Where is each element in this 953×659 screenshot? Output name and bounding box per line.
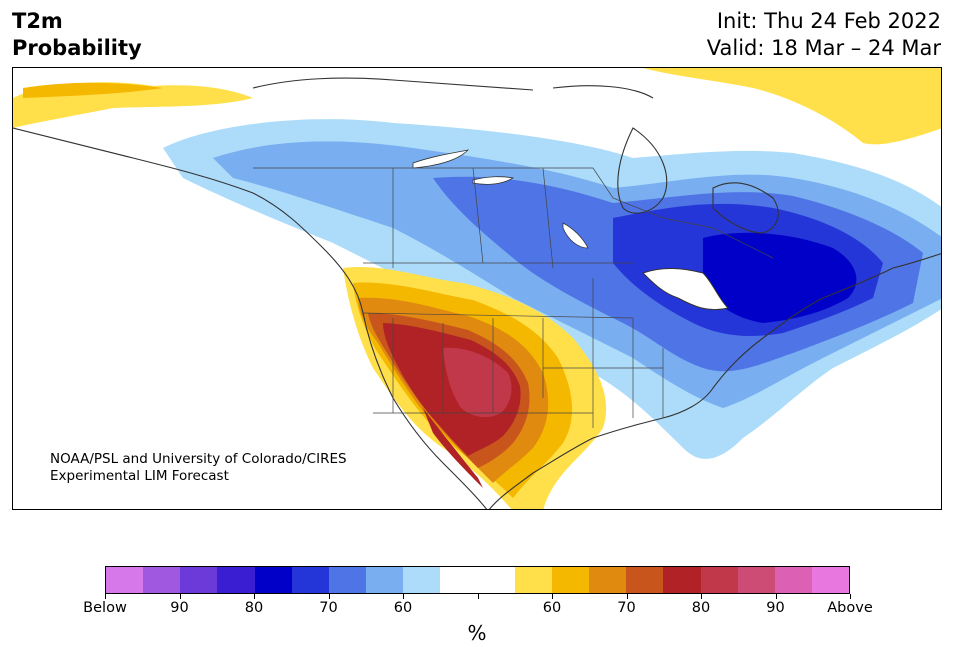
colorbar [105, 566, 850, 594]
colorbar-tick-label: 80 [691, 600, 711, 616]
colorbar-tick-label: 90 [766, 600, 785, 616]
map-title: T2m Probability [12, 8, 142, 62]
colorbar-tick [105, 594, 106, 599]
colorbar-segment [403, 567, 441, 593]
colorbar-segment [254, 567, 292, 593]
colorbar-segment [700, 567, 738, 593]
title-line-1: T2m [12, 9, 63, 33]
great-slave-lake [472, 176, 515, 185]
colorbar-tick-label: Below [83, 600, 127, 616]
colorbar-segment [217, 567, 255, 593]
colorbar-segment [663, 567, 701, 593]
date-info: Init: Thu 24 Feb 2022 Valid: 18 Mar – 24… [707, 8, 941, 62]
init-date: Init: Thu 24 Feb 2022 [716, 9, 941, 33]
credit-text: NOAA/PSL and University of Colorado/CIRE… [50, 451, 347, 485]
colorbar-segment [328, 567, 367, 593]
colorbar-tick [701, 594, 702, 599]
colorbar-tick-label: 60 [393, 600, 413, 616]
colorbar-unit: % [467, 621, 487, 645]
colorbar-segment [440, 567, 478, 593]
warm-region-85 [443, 347, 512, 418]
colorbar-tick [403, 594, 404, 599]
map-canvas [13, 68, 941, 509]
colorbar-segment [811, 567, 850, 593]
colorbar-tick [775, 594, 777, 599]
colorbar-segment [551, 567, 590, 593]
political-borders [253, 167, 774, 428]
valid-range: Valid: 18 Mar – 24 Mar [706, 36, 941, 60]
colorbar-segment [143, 567, 181, 593]
colorbar-tick [179, 594, 181, 599]
probability-map: NOAA/PSL and University of Colorado/CIRE… [12, 67, 942, 510]
colorbar-segment [626, 567, 664, 593]
colorbar-tick-label: Above [827, 600, 873, 616]
colorbar-tick [254, 594, 255, 599]
colorbar-tick-label: 70 [319, 600, 338, 616]
coastlines [13, 77, 941, 509]
colorbar-segment [180, 567, 218, 593]
colorbar-segment [737, 567, 775, 593]
credit-line-2: Experimental LIM Forecast [50, 468, 229, 484]
colorbar-segment [589, 567, 627, 593]
title-line-2: Probability [12, 36, 142, 60]
colorbar-tick-label: 60 [542, 600, 562, 616]
colorbar-tick [552, 594, 553, 599]
great-lakes [642, 268, 729, 311]
credit-line-1: NOAA/PSL and University of Colorado/CIRE… [50, 451, 347, 467]
colorbar-segment [106, 567, 144, 593]
arctic-warm-core-west [23, 82, 163, 98]
colorbar-tick-label: 80 [244, 600, 264, 616]
colorbar-segment [774, 567, 812, 593]
greenland-warm-region [643, 68, 941, 145]
colorbar-segment [291, 567, 329, 593]
colorbar-tick-label: 90 [170, 600, 189, 616]
lake-winnipeg [562, 222, 589, 249]
colorbar-tick-label: 70 [617, 600, 636, 616]
colorbar-tick [626, 594, 628, 599]
colorbar-tick [328, 594, 330, 599]
colorbar-segment [514, 567, 552, 593]
colorbar-tick [477, 594, 479, 599]
colorbar-segment [366, 567, 404, 593]
colorbar-segment [477, 567, 515, 593]
great-bear-lake [412, 149, 470, 169]
colorbar-tick [850, 594, 851, 599]
